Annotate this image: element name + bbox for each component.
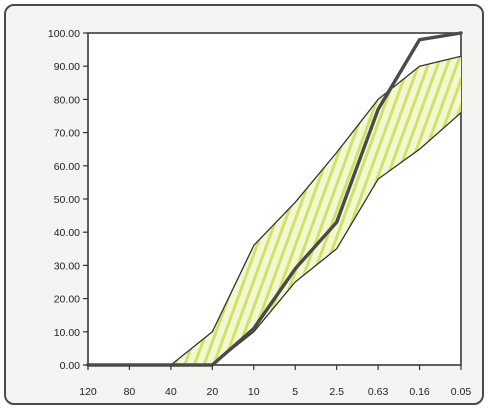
y-tick-label: 20.00 bbox=[54, 294, 80, 306]
y-tick-label: 50.00 bbox=[54, 194, 80, 206]
sample-curve-line bbox=[86, 31, 463, 367]
x-tick-label: 2.5 bbox=[329, 386, 344, 398]
x-axis: 120 80 40 20 10 5 2.5 0.63 0.16 0.05 bbox=[79, 365, 471, 398]
y-tick-label: 80.00 bbox=[54, 94, 80, 106]
x-tick-label: 40 bbox=[165, 386, 177, 398]
x-tick-label: 10 bbox=[248, 386, 260, 398]
y-tick-label: 40.00 bbox=[54, 227, 80, 239]
y-tick-label: 100.00 bbox=[48, 28, 80, 40]
x-tick-label: 120 bbox=[79, 386, 97, 398]
x-tick-label: 80 bbox=[124, 386, 136, 398]
lines-layer bbox=[86, 31, 463, 367]
y-tick-label: 60.00 bbox=[54, 161, 80, 173]
y-tick-label: 10.00 bbox=[54, 327, 80, 339]
y-tick-label: 70.00 bbox=[54, 128, 80, 140]
x-tick-label: 0.63 bbox=[368, 386, 389, 398]
y-tick-label: 0.00 bbox=[60, 360, 81, 372]
y-tick-label: 90.00 bbox=[54, 61, 80, 73]
x-tick-label: 0.16 bbox=[409, 386, 430, 398]
y-tick-label: 30.00 bbox=[54, 260, 80, 272]
x-tick-label: 20 bbox=[206, 386, 218, 398]
x-tick-label: 5 bbox=[292, 386, 298, 398]
x-tick-label: 0.05 bbox=[451, 386, 472, 398]
y-axis: 0.00 10.00 20.00 30.00 40.00 50.00 60.00 70.00 8… bbox=[48, 28, 88, 372]
